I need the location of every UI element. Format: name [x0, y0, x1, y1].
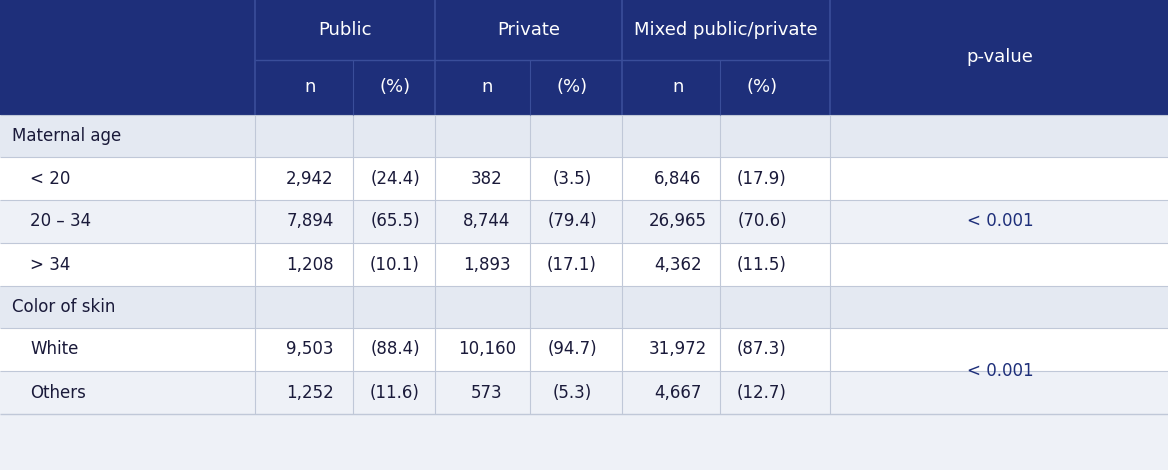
Text: (17.1): (17.1)	[547, 256, 597, 274]
Text: n: n	[305, 78, 315, 96]
Text: n: n	[481, 78, 493, 96]
Polygon shape	[0, 328, 1168, 371]
Text: White: White	[30, 340, 78, 359]
Text: (94.7): (94.7)	[547, 340, 597, 359]
Text: 4,667: 4,667	[654, 384, 702, 401]
Polygon shape	[0, 200, 1168, 243]
Text: 1,893: 1,893	[464, 256, 510, 274]
Text: p-value: p-value	[967, 48, 1034, 66]
Text: (5.3): (5.3)	[552, 384, 592, 401]
Text: 26,965: 26,965	[649, 212, 707, 230]
Text: (24.4): (24.4)	[370, 170, 419, 188]
Text: (%): (%)	[746, 78, 778, 96]
Text: Others: Others	[30, 384, 86, 401]
Polygon shape	[0, 115, 1168, 157]
Text: (12.7): (12.7)	[737, 384, 787, 401]
Text: 8,744: 8,744	[464, 212, 510, 230]
Text: > 34: > 34	[30, 256, 70, 274]
Polygon shape	[0, 371, 1168, 414]
Text: Color of skin: Color of skin	[12, 298, 116, 316]
Text: 10,160: 10,160	[458, 340, 516, 359]
Text: 2,942: 2,942	[286, 170, 334, 188]
Text: (65.5): (65.5)	[370, 212, 419, 230]
Text: 4,362: 4,362	[654, 256, 702, 274]
Text: 9,503: 9,503	[286, 340, 334, 359]
Text: (3.5): (3.5)	[552, 170, 592, 188]
Text: (11.5): (11.5)	[737, 256, 787, 274]
Text: 7,894: 7,894	[286, 212, 334, 230]
Text: < 0.001: < 0.001	[967, 212, 1034, 230]
Text: (11.6): (11.6)	[370, 384, 420, 401]
Polygon shape	[0, 157, 1168, 200]
Text: (88.4): (88.4)	[370, 340, 419, 359]
Text: (%): (%)	[380, 78, 411, 96]
Text: 573: 573	[471, 384, 502, 401]
Text: (%): (%)	[556, 78, 588, 96]
Text: < 0.001: < 0.001	[967, 362, 1034, 380]
Text: 6,846: 6,846	[654, 170, 702, 188]
Text: (17.9): (17.9)	[737, 170, 787, 188]
Text: Private: Private	[498, 21, 559, 39]
Text: n: n	[673, 78, 683, 96]
Text: Public: Public	[318, 21, 371, 39]
Text: (10.1): (10.1)	[370, 256, 420, 274]
Text: 1,252: 1,252	[286, 384, 334, 401]
Text: (70.6): (70.6)	[737, 212, 787, 230]
Text: 31,972: 31,972	[649, 340, 707, 359]
Text: 382: 382	[471, 170, 503, 188]
Text: Maternal age: Maternal age	[12, 127, 121, 145]
Polygon shape	[0, 0, 1168, 115]
Text: 20 – 34: 20 – 34	[30, 212, 91, 230]
Polygon shape	[0, 243, 1168, 286]
Polygon shape	[0, 286, 1168, 328]
Text: Mixed public/private: Mixed public/private	[634, 21, 818, 39]
Text: (87.3): (87.3)	[737, 340, 787, 359]
Text: 1,208: 1,208	[286, 256, 334, 274]
Text: (79.4): (79.4)	[547, 212, 597, 230]
Text: < 20: < 20	[30, 170, 70, 188]
